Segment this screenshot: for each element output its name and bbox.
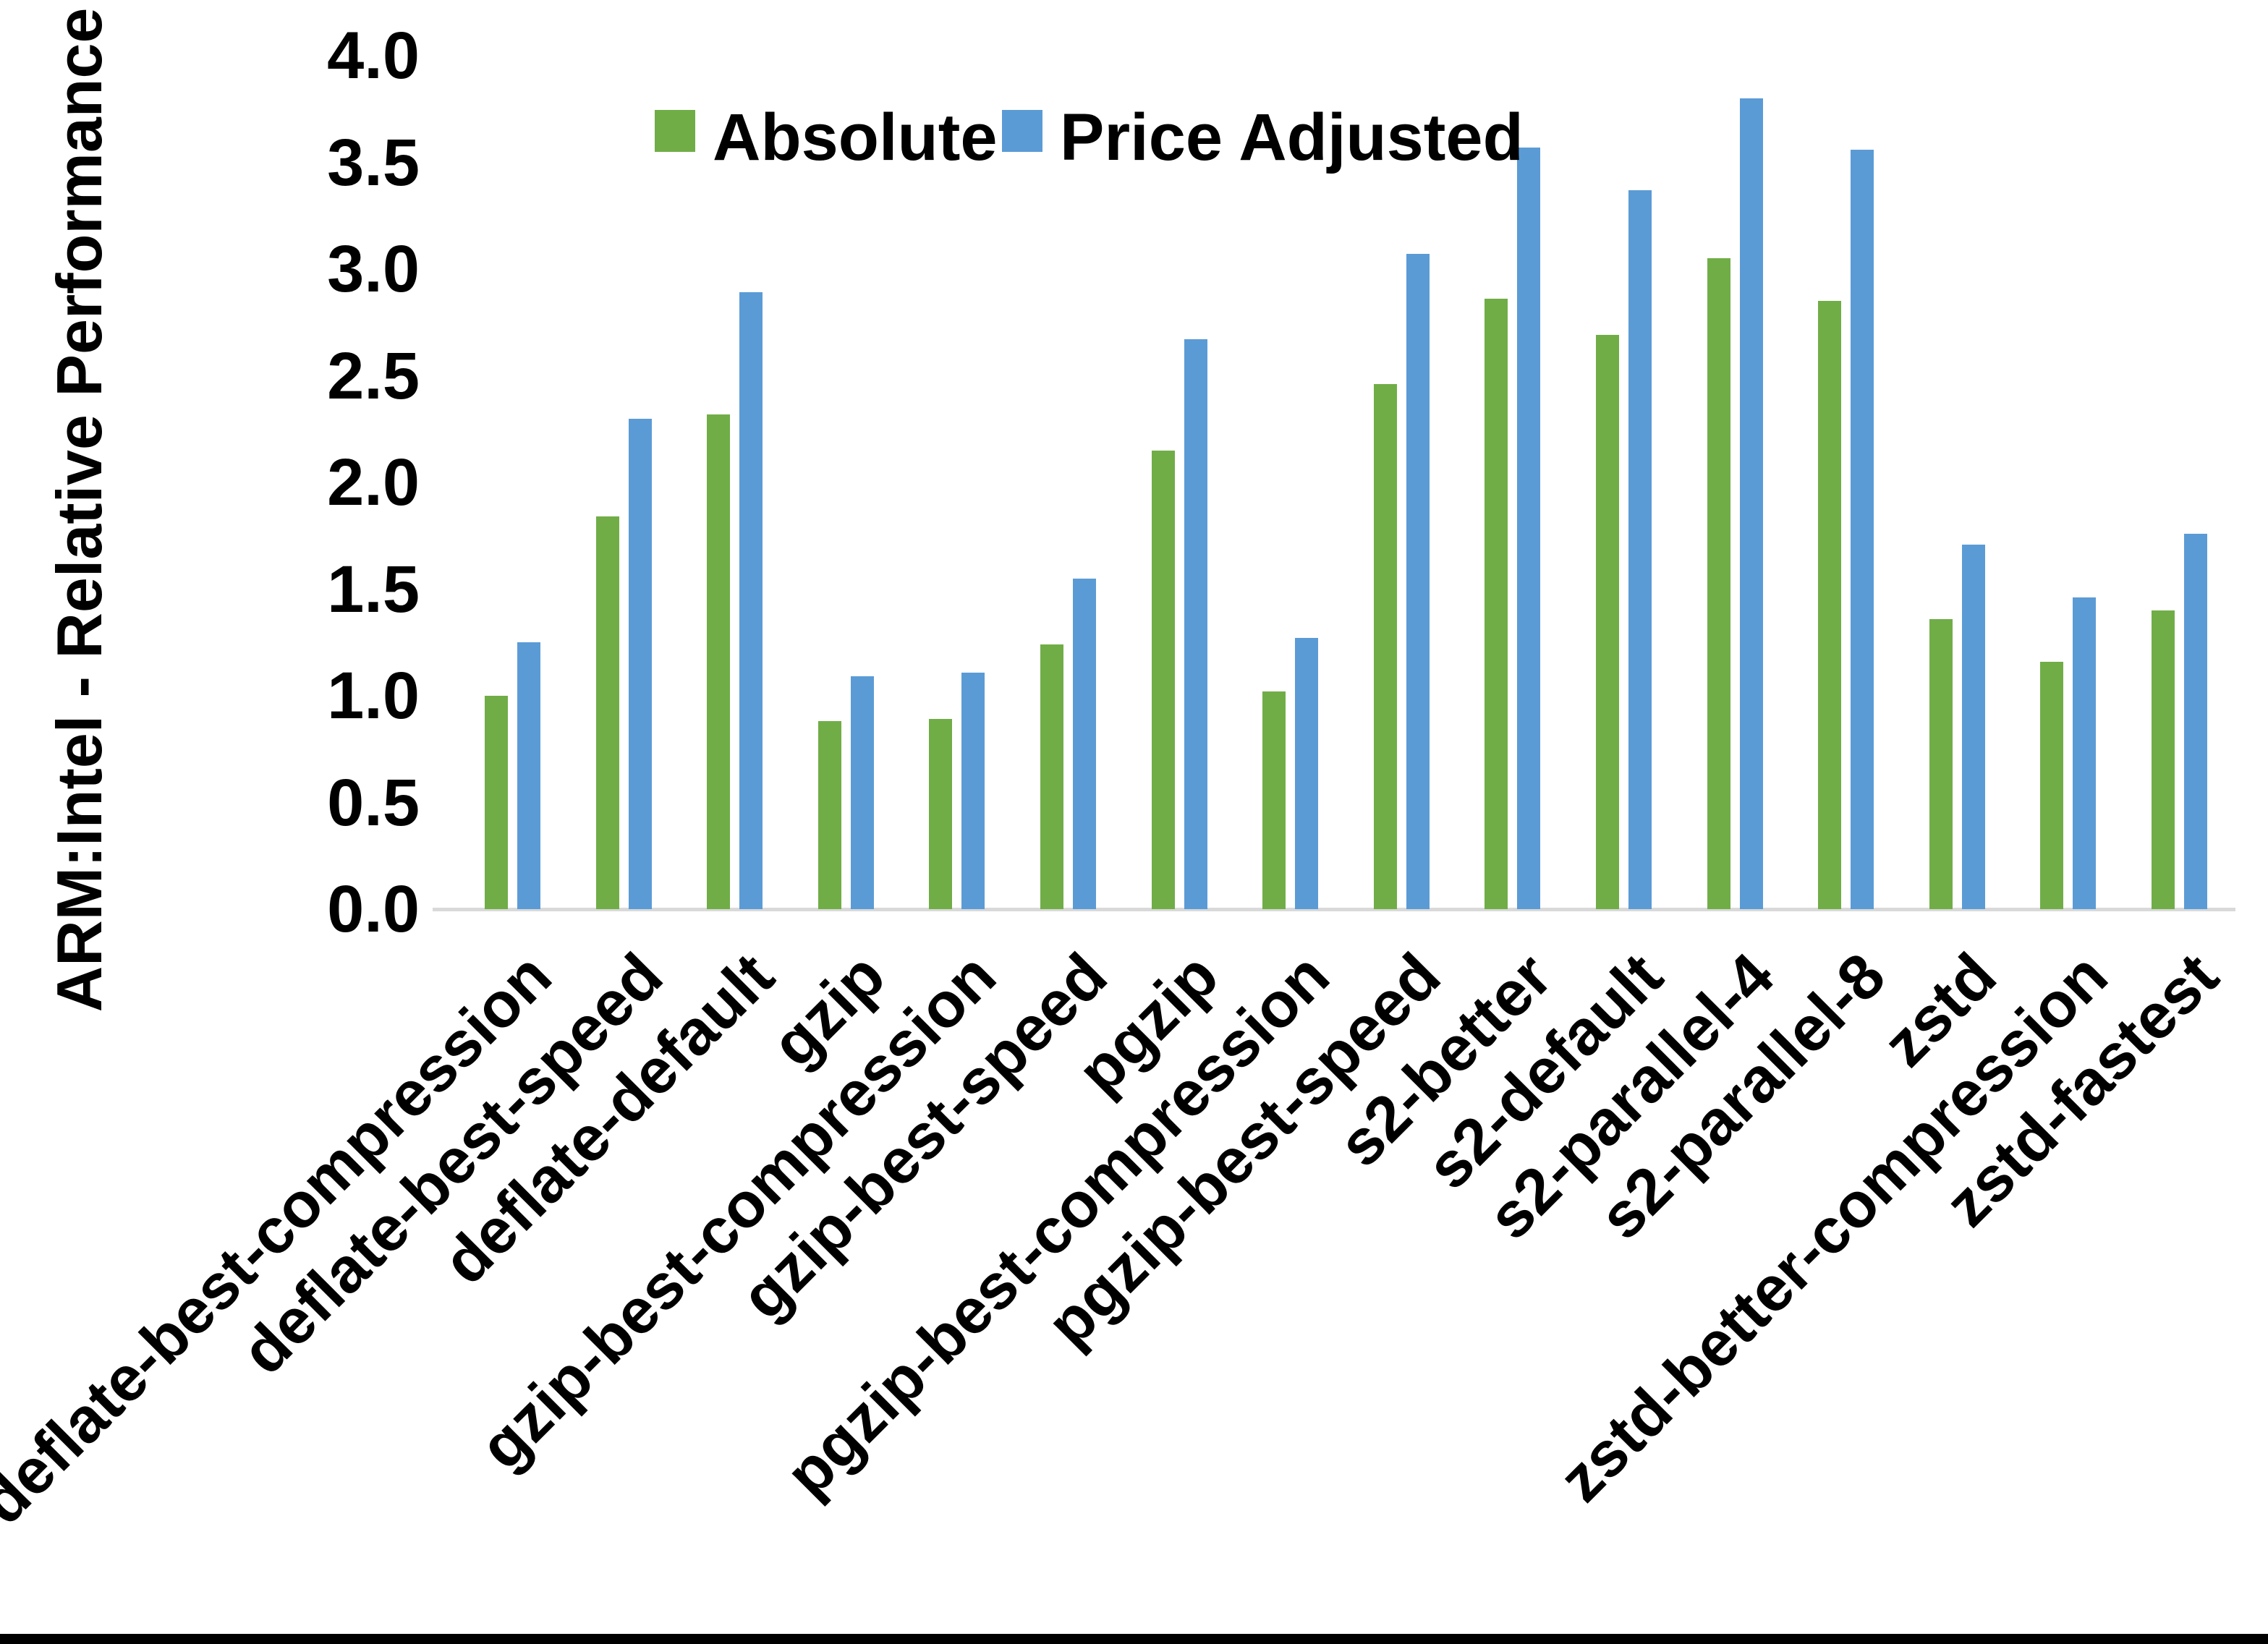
bar-absolute-s2-better <box>1485 299 1508 909</box>
y-tick-label: 1.5 <box>327 552 420 626</box>
bar-absolute-gzip <box>817 721 841 909</box>
y-tick-label: 0.0 <box>327 872 420 946</box>
y-tick-label: 0.5 <box>327 765 420 840</box>
x-axis-line <box>433 908 2235 911</box>
bar-price-adjusted-gzip <box>850 676 874 909</box>
y-tick-label: 2.5 <box>327 338 420 413</box>
bar-price-adjusted-pgzip <box>1184 339 1207 909</box>
bar-price-adjusted-zstd <box>1961 544 1985 909</box>
bar-price-adjusted-pgzip-best-compression <box>1295 638 1319 909</box>
bar-price-adjusted-zstd-fastest <box>2184 533 2207 909</box>
y-tick-label: 2.0 <box>327 446 420 519</box>
bar-price-adjusted-s2-default <box>1628 189 1652 909</box>
bar-price-adjusted-pgzip-best-speed <box>1406 254 1430 909</box>
legend-label-absolute: Absolute <box>713 101 998 174</box>
bar-absolute-deflate-best-speed <box>595 516 619 909</box>
y-tick-label: 4.0 <box>327 19 420 93</box>
y-tick-label: 3.5 <box>327 125 420 200</box>
bar-price-adjusted-deflate-default <box>739 292 763 909</box>
bar-absolute-deflate-best-compression <box>485 696 508 909</box>
legend-swatch-absolute <box>655 110 695 152</box>
bar-price-adjusted-deflate-best-compression <box>517 642 540 909</box>
bar-price-adjusted-s2-better <box>1517 147 1541 909</box>
bar-price-adjusted-s2-parallel-8 <box>1851 149 1874 909</box>
bar-absolute-s2-default <box>1596 335 1619 909</box>
bar-absolute-s2-parallel-8 <box>1818 301 1842 909</box>
bar-absolute-pgzip <box>1151 450 1175 909</box>
bar-absolute-pgzip-best-speed <box>1373 384 1397 909</box>
bottom-border-bar <box>0 1634 2268 1644</box>
legend-label-price-adjusted: Price Adjusted <box>1060 101 1524 174</box>
bar-absolute-s2-parallel-4 <box>1707 258 1730 909</box>
y-tick-label: 3.0 <box>327 232 420 306</box>
bar-absolute-pgzip-best-compression <box>1262 691 1286 909</box>
bar-price-adjusted-gzip-best-compression <box>961 672 985 909</box>
bar-absolute-gzip-best-compression <box>929 719 953 909</box>
bar-absolute-gzip-best-speed <box>1040 644 1063 909</box>
bar-price-adjusted-zstd-better-compression <box>2073 597 2097 909</box>
bar-absolute-zstd-better-compression <box>2040 661 2064 909</box>
bar-price-adjusted-deflate-best-speed <box>628 418 652 909</box>
bar-absolute-zstd-fastest <box>2152 610 2175 909</box>
bar-absolute-deflate-default <box>707 414 731 909</box>
legend-swatch-price-adjusted <box>1002 110 1042 152</box>
legend: Absolute Price Adjusted <box>0 101 2268 174</box>
bar-price-adjusted-gzip-best-speed <box>1073 578 1096 909</box>
bar-price-adjusted-s2-parallel-4 <box>1739 98 1763 909</box>
bar-absolute-zstd <box>1929 618 1953 909</box>
y-tick-label: 1.0 <box>327 659 420 733</box>
